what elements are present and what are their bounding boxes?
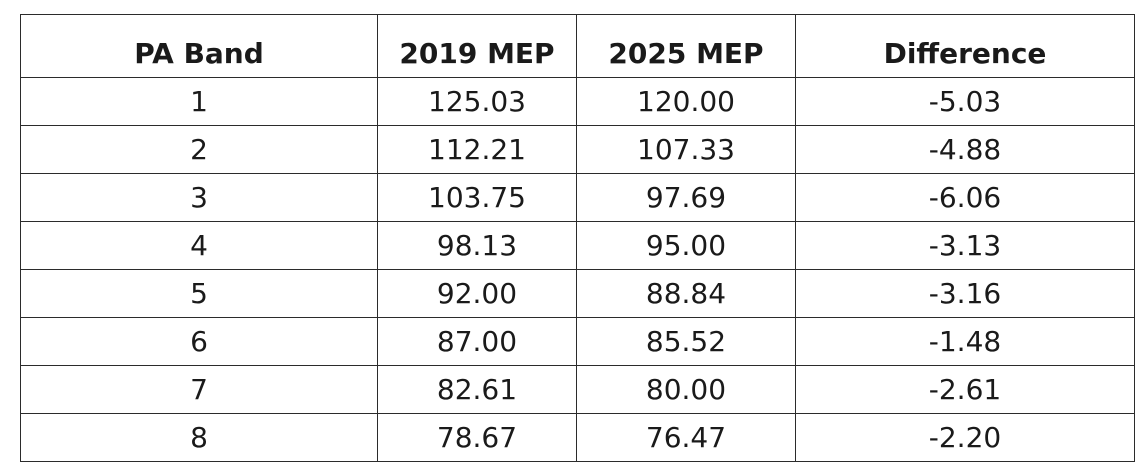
cell-pa-band: 4 [20,221,378,270]
cell-difference: -2.20 [795,413,1135,462]
cell-pa-band: 5 [20,269,378,318]
cell-2025-mep: 80.00 [576,365,796,414]
cell-2025-mep: 76.47 [576,413,796,462]
cell-2025-mep: 95.00 [576,221,796,270]
cell-2025-mep: 88.84 [576,269,796,318]
header-difference: Difference [795,14,1135,78]
cell-pa-band: 1 [20,77,378,126]
cell-2019-mep: 98.13 [377,221,577,270]
cell-2025-mep: 107.33 [576,125,796,174]
cell-difference: -1.48 [795,317,1135,366]
header-pa-band: PA Band [20,14,378,78]
cell-2019-mep: 78.67 [377,413,577,462]
cell-2019-mep: 92.00 [377,269,577,318]
header-row: PA Band 2019 MEP 2025 MEP Difference [20,14,1135,78]
cell-pa-band: 8 [20,413,378,462]
cell-pa-band: 2 [20,125,378,174]
cell-pa-band: 6 [20,317,378,366]
cell-difference: -6.06 [795,173,1135,222]
table-row: 8 78.67 76.47 -2.20 [20,413,1135,462]
cell-difference: -4.88 [795,125,1135,174]
cell-2019-mep: 112.21 [377,125,577,174]
cell-2019-mep: 125.03 [377,77,577,126]
header-2019-mep: 2019 MEP [377,14,577,78]
cell-2025-mep: 97.69 [576,173,796,222]
cell-2019-mep: 103.75 [377,173,577,222]
mep-comparison-table: PA Band 2019 MEP 2025 MEP Difference 1 1… [20,14,1135,462]
cell-pa-band: 3 [20,173,378,222]
cell-difference: -3.13 [795,221,1135,270]
cell-2025-mep: 85.52 [576,317,796,366]
table-row: 6 87.00 85.52 -1.48 [20,317,1135,366]
table-row: 3 103.75 97.69 -6.06 [20,173,1135,222]
cell-2025-mep: 120.00 [576,77,796,126]
cell-2019-mep: 82.61 [377,365,577,414]
cell-difference: -3.16 [795,269,1135,318]
cell-difference: -2.61 [795,365,1135,414]
table-row: 7 82.61 80.00 -2.61 [20,365,1135,414]
header-2025-mep: 2025 MEP [576,14,796,78]
table-header: PA Band 2019 MEP 2025 MEP Difference [20,14,1135,78]
table-row: 1 125.03 120.00 -5.03 [20,77,1135,126]
cell-difference: -5.03 [795,77,1135,126]
table-body: 1 125.03 120.00 -5.03 2 112.21 107.33 -4… [20,77,1135,462]
table-row: 2 112.21 107.33 -4.88 [20,125,1135,174]
table-row: 4 98.13 95.00 -3.13 [20,221,1135,270]
table-row: 5 92.00 88.84 -3.16 [20,269,1135,318]
cell-2019-mep: 87.00 [377,317,577,366]
cell-pa-band: 7 [20,365,378,414]
